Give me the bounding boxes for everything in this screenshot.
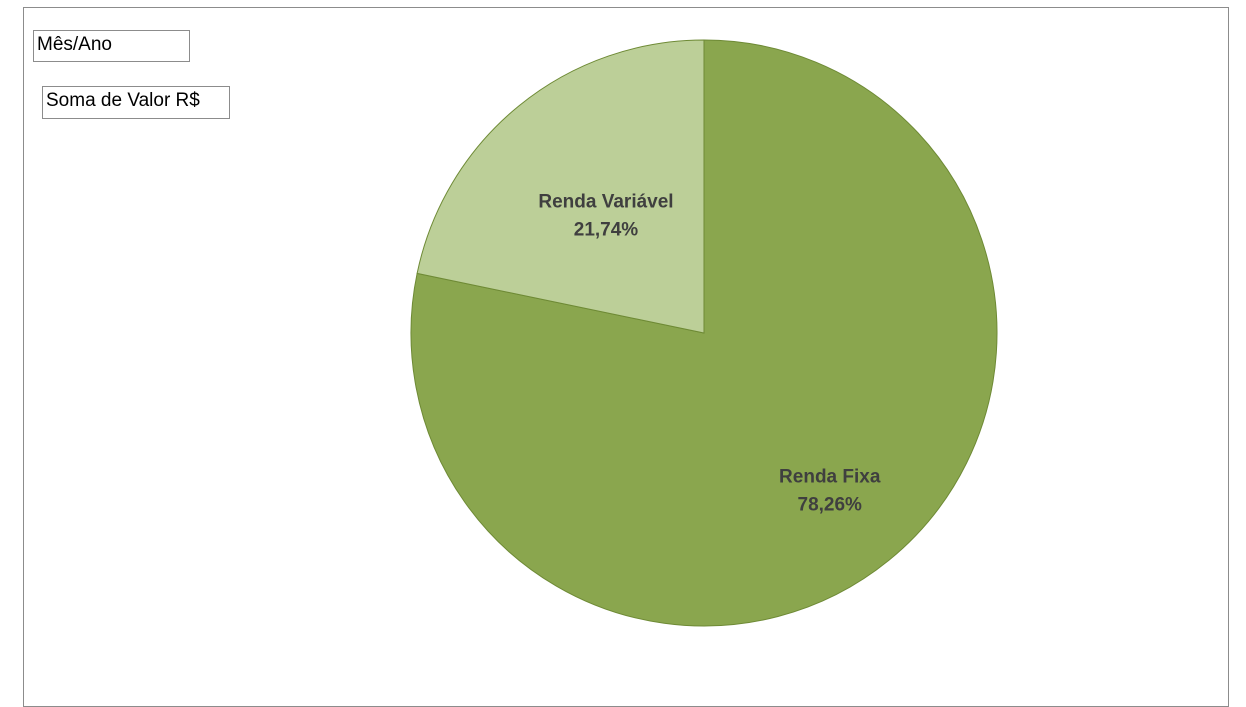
slice-percent-label: 21,74% — [574, 220, 639, 241]
slice-percent-label: 78,26% — [798, 495, 863, 516]
slice-category-label: Renda Variável — [538, 192, 673, 213]
pie-slice-renda-vari-vel[interactable] — [416, 39, 705, 334]
pivot-values-field-sum[interactable]: Soma de Valor R$ — [42, 86, 230, 119]
pie-slice-renda-fixa[interactable] — [410, 39, 998, 627]
pivot-filter-field-month-year[interactable]: Mês/Ano — [33, 30, 190, 62]
slice-category-label: Renda Fixa — [779, 467, 881, 488]
pie-chart: Renda Fixa 78,26% Renda Variável 21,74% — [410, 39, 998, 627]
